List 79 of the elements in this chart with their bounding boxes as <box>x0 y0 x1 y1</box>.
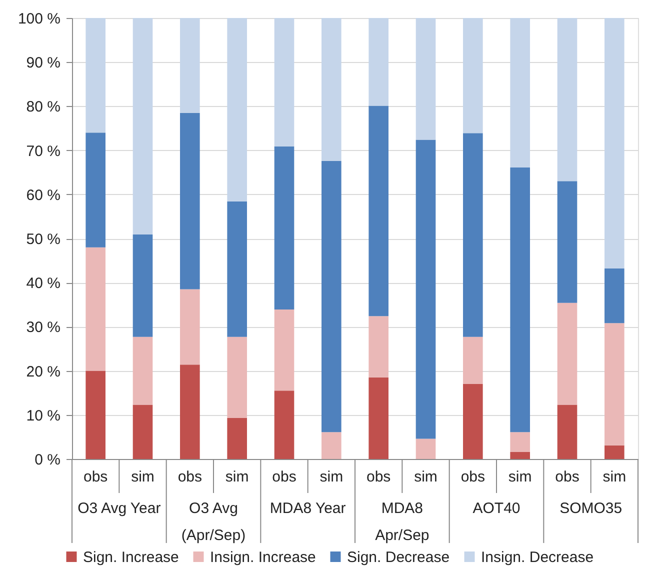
text: SOMO35 <box>560 500 622 517</box>
bar <box>510 452 530 459</box>
bar <box>180 289 200 365</box>
legend-label: Insign. Increase <box>210 548 316 566</box>
bar <box>227 18 247 202</box>
bar <box>416 438 436 459</box>
y-tick-label: 30 % <box>26 319 60 336</box>
x-tick-label: sim <box>602 468 626 486</box>
bar <box>180 18 200 113</box>
x-tick-label: sim <box>508 468 532 486</box>
bar <box>180 112 200 290</box>
bar <box>368 106 388 316</box>
text: MDA8 Apr/Sep <box>375 500 430 544</box>
x-tick-label: obs <box>272 468 296 486</box>
y-tick-label: 20 % <box>26 363 60 380</box>
y-tick-label: 90 % <box>26 54 60 72</box>
bar <box>557 181 578 303</box>
y-tick-label: 60 % <box>26 186 60 204</box>
x-tick-label: sim <box>414 468 438 486</box>
bar <box>132 336 153 405</box>
bar <box>557 302 578 405</box>
bar <box>510 432 530 452</box>
bar <box>557 404 578 459</box>
y-tick-label: 40 % <box>26 275 60 292</box>
bar <box>463 133 483 337</box>
bar <box>463 336 483 384</box>
bar <box>227 418 247 459</box>
bar <box>132 234 153 337</box>
bar <box>274 310 294 391</box>
y-tick-label: 80 % <box>26 98 60 116</box>
bar <box>463 18 483 134</box>
text: O3 Avg Year <box>78 500 161 517</box>
y-tick-label: 0 % <box>34 452 60 468</box>
x-tick-label: obs <box>366 468 391 486</box>
bar <box>322 18 342 161</box>
bar <box>416 18 436 140</box>
bar <box>274 390 294 459</box>
bar <box>368 316 388 378</box>
x-tick-label: sim <box>225 468 249 486</box>
bar <box>368 377 388 459</box>
text: O3 Avg (Apr/Sep) <box>181 500 246 544</box>
x-tick-label: obs <box>460 468 486 486</box>
y-tick-label: 10 % <box>26 407 60 424</box>
y-tick-label: 100 % <box>18 10 60 28</box>
bar <box>604 445 624 459</box>
bar <box>86 132 106 248</box>
bar <box>86 18 106 133</box>
legend-label: Insign. Decrease <box>481 548 594 566</box>
x-tick-label: obs <box>83 468 108 486</box>
legend-label: Sign. Decrease <box>347 548 450 566</box>
bar <box>368 18 388 106</box>
bar <box>180 364 200 459</box>
bar <box>86 247 106 371</box>
bar <box>322 432 342 459</box>
bar <box>227 336 247 418</box>
x-tick-label: sim <box>131 468 154 486</box>
bar <box>416 140 436 439</box>
bar <box>510 18 530 168</box>
legend-label: Sign. Increase <box>83 548 179 566</box>
text: MDA8 Year <box>270 500 346 517</box>
bar <box>604 323 624 446</box>
bar <box>604 268 624 324</box>
x-tick-label: sim <box>320 468 344 486</box>
bar <box>227 201 247 337</box>
bar <box>604 18 624 268</box>
y-tick-label: 70 % <box>26 142 60 160</box>
x-tick-label: obs <box>178 468 202 486</box>
bar <box>86 370 106 459</box>
bar <box>132 404 153 459</box>
bar <box>510 168 530 432</box>
bar <box>132 18 153 235</box>
bar <box>274 18 294 146</box>
text: AOT40 <box>472 500 520 517</box>
bar <box>557 18 578 182</box>
y-tick-label: 50 % <box>26 231 60 248</box>
bar <box>274 146 294 310</box>
bar <box>322 160 342 432</box>
bar <box>463 384 483 459</box>
x-tick-label: obs <box>555 468 580 486</box>
